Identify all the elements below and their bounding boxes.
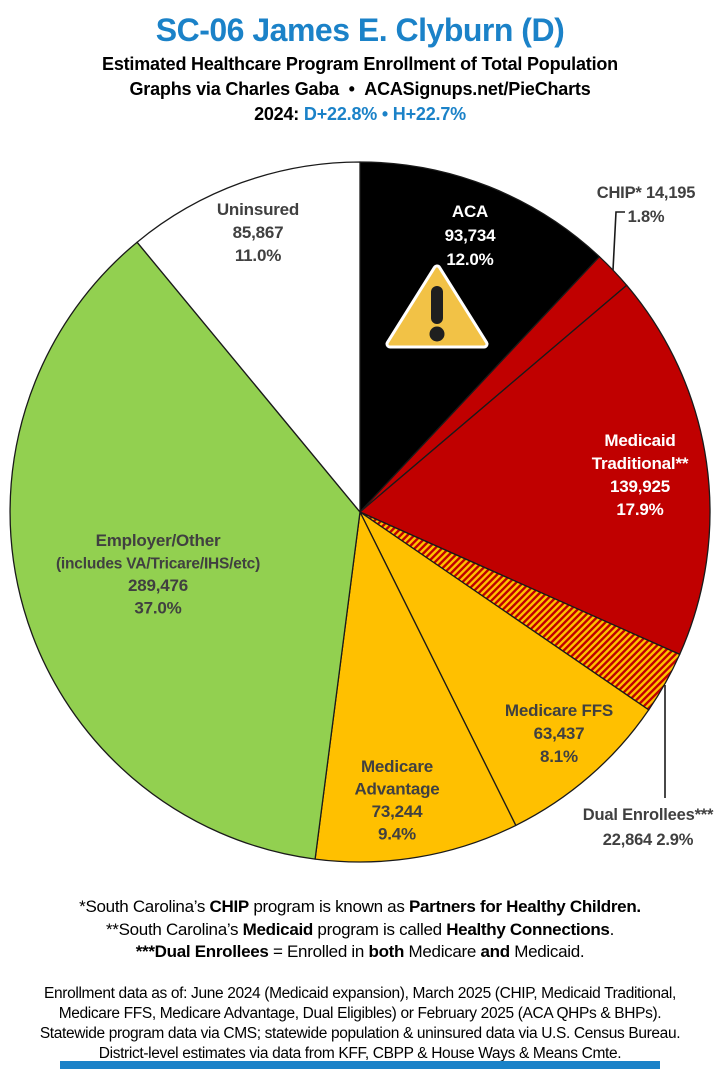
callout-label-dual: Dual Enrollees*** 22,864 2.9%: [583, 806, 714, 849]
pie-slice-ffs: [359, 511, 650, 827]
lean-segment: •: [377, 104, 393, 124]
pie-slices: [9, 161, 711, 863]
footnote-line: **South Carolina’s Medicaid program is c…: [105, 919, 615, 939]
lean-segment: 2024:: [254, 104, 304, 124]
footnotes-block: *South Carolina’s CHIP program is known …: [0, 896, 720, 964]
callout-leader-lines: [612, 211, 666, 798]
source-line: Statewide program data via CMS; statewid…: [39, 1025, 681, 1042]
lean-segment: D+22.8%: [303, 104, 378, 124]
partisan-lean-line: 2024: D+22.8% • H+22.7%: [0, 102, 720, 127]
slice-label-uninsured: Uninsured 85,867 11.0%: [217, 200, 299, 265]
chart-header: SC-06 James E. Clyburn (D) Estimated Hea…: [0, 8, 720, 127]
leader-line-chip: [612, 211, 625, 271]
chart-attribution: Graphs via Charles Gaba • ACASignups.net…: [129, 79, 591, 99]
slice-label-medicaid: Medicaid Traditional** 139,925 17.9%: [592, 431, 689, 519]
warning-exclamation-bar: [431, 286, 443, 324]
party-color-bar: [60, 1061, 660, 1069]
slice-label-aca: ACA 93,734 12.0%: [445, 202, 497, 269]
chart-subtitle: Estimated Healthcare Program Enrollment …: [102, 54, 618, 74]
pie-slice-uninsured: [136, 161, 361, 513]
slice-label-advantage: Medicare Advantage 73,244 9.4%: [354, 757, 439, 844]
warning-icon: [385, 264, 489, 349]
slice-labels: ACA 93,734 12.0% CHIP* 14,195 1.8% Medicaid Tr…: [56, 184, 714, 849]
slice-label-employer: Employer/Other (includes VA/Tricare/IHS/e…: [56, 531, 260, 618]
lean-segment: H+22.7%: [392, 104, 466, 124]
footnote-line: *South Carolina’s CHIP program is known …: [79, 897, 641, 916]
warning-exclamation-dot: [429, 326, 445, 342]
page-title: SC-06 James E. Clyburn (D): [155, 12, 565, 48]
enrollment-pie-chart: ACA 93,734 12.0% CHIP* 14,195 1.8% Medicaid Tr…: [9, 161, 714, 863]
pie-slice-medicaid: [359, 284, 711, 656]
pie-slice-employer: [9, 241, 361, 860]
source-line: Medicare FFS, Medicare Advantage, Dual E…: [58, 1005, 662, 1022]
footnote-line: ***Dual Enrollees = Enrolled in both Med…: [135, 942, 585, 961]
slice-label-ffs: Medicare FFS 63,437 8.1%: [505, 701, 613, 766]
data-sources-block: Enrollment data as of: June 2024 (Medica…: [0, 984, 720, 1064]
source-line: Enrollment data as of: June 2024 (Medica…: [44, 985, 676, 1002]
pie-slice-advantage: [314, 511, 517, 863]
callout-label-chip: CHIP* 14,195 1.8%: [597, 184, 696, 226]
source-line: District-level estimates via data from K…: [98, 1045, 622, 1062]
